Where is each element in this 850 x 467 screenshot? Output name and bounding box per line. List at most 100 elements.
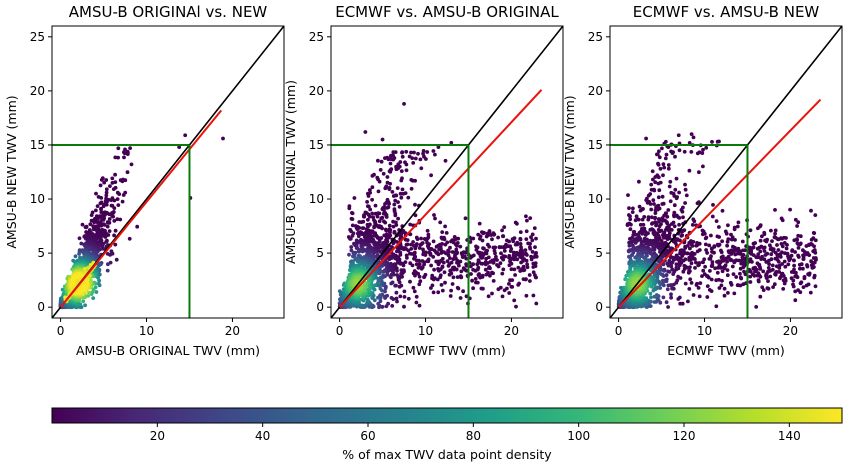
data-point	[783, 264, 788, 269]
data-point	[531, 293, 536, 298]
data-point	[664, 273, 669, 277]
data-point	[377, 179, 382, 184]
data-point	[809, 237, 814, 242]
data-point	[701, 268, 706, 273]
data-point	[645, 200, 650, 205]
data-point	[756, 278, 761, 283]
data-point	[779, 271, 784, 276]
data-point	[464, 294, 469, 299]
data-point	[665, 287, 670, 292]
data-point	[415, 237, 420, 242]
data-point	[628, 214, 632, 219]
data-point	[110, 176, 115, 181]
data-point	[410, 156, 415, 161]
data-point	[529, 257, 534, 262]
density-core-point	[71, 285, 76, 290]
data-point	[366, 217, 370, 222]
data-point	[658, 300, 663, 305]
data-point	[666, 305, 670, 309]
data-point	[446, 264, 451, 268]
data-point	[383, 286, 388, 291]
data-point	[665, 214, 670, 219]
data-point	[483, 267, 488, 272]
data-point	[748, 274, 753, 279]
data-point	[751, 241, 756, 246]
data-point	[362, 214, 367, 219]
data-point	[469, 272, 473, 276]
data-point	[437, 247, 442, 252]
data-point	[127, 236, 132, 241]
data-point	[786, 262, 791, 267]
data-point	[676, 297, 681, 301]
data-point	[758, 238, 763, 243]
data-point	[668, 255, 673, 260]
data-point	[397, 204, 402, 209]
data-point	[435, 277, 440, 282]
data-point	[777, 270, 781, 274]
data-point	[496, 235, 500, 240]
panel-title: AMSU-B ORIGINAl vs. NEW	[69, 3, 268, 21]
data-point	[703, 242, 708, 247]
data-point	[519, 260, 523, 265]
data-point	[368, 188, 372, 192]
data-point	[715, 234, 720, 239]
data-point	[707, 288, 712, 292]
data-point	[447, 272, 452, 277]
data-point	[398, 191, 403, 196]
data-point	[795, 241, 800, 246]
data-point	[88, 222, 93, 227]
data-point	[451, 257, 456, 262]
data-point	[696, 263, 701, 268]
data-point	[383, 156, 387, 161]
data-point	[393, 198, 398, 203]
data-point	[441, 260, 446, 265]
data-point	[668, 179, 673, 184]
data-point	[741, 282, 746, 287]
data-point	[105, 224, 110, 229]
data-point	[102, 223, 107, 227]
data-point	[733, 238, 737, 242]
data-point	[411, 161, 416, 165]
data-point	[388, 161, 393, 166]
data-point	[392, 230, 397, 235]
data-point	[412, 243, 416, 248]
data-point	[640, 231, 645, 236]
data-point	[425, 150, 430, 154]
data-point	[628, 217, 633, 222]
data-point	[502, 225, 507, 230]
data-point	[113, 180, 118, 185]
data-point	[666, 163, 671, 167]
data-point	[111, 214, 115, 219]
data-point	[107, 229, 112, 234]
data-point	[413, 156, 418, 161]
outlier-point	[183, 133, 188, 138]
data-point	[671, 272, 676, 276]
data-point	[499, 255, 504, 260]
data-point	[448, 245, 452, 250]
data-point	[683, 201, 687, 205]
data-point	[113, 228, 118, 233]
data-point	[700, 232, 705, 237]
data-point	[637, 204, 642, 209]
data-point	[454, 247, 459, 252]
data-point	[702, 257, 707, 262]
data-point	[73, 254, 78, 259]
data-point	[389, 281, 394, 286]
data-point	[768, 247, 773, 252]
data-point	[115, 197, 120, 202]
data-point	[709, 277, 714, 282]
data-point	[679, 234, 684, 238]
data-point	[373, 211, 378, 216]
data-point	[443, 280, 447, 285]
data-point	[412, 253, 417, 258]
data-point	[425, 240, 429, 245]
data-point	[440, 230, 445, 235]
data-point	[508, 249, 513, 254]
data-point	[631, 206, 635, 211]
data-point	[648, 202, 653, 206]
data-point	[408, 251, 412, 256]
data-point	[384, 239, 389, 243]
data-point	[406, 296, 411, 301]
data-point	[496, 287, 501, 292]
